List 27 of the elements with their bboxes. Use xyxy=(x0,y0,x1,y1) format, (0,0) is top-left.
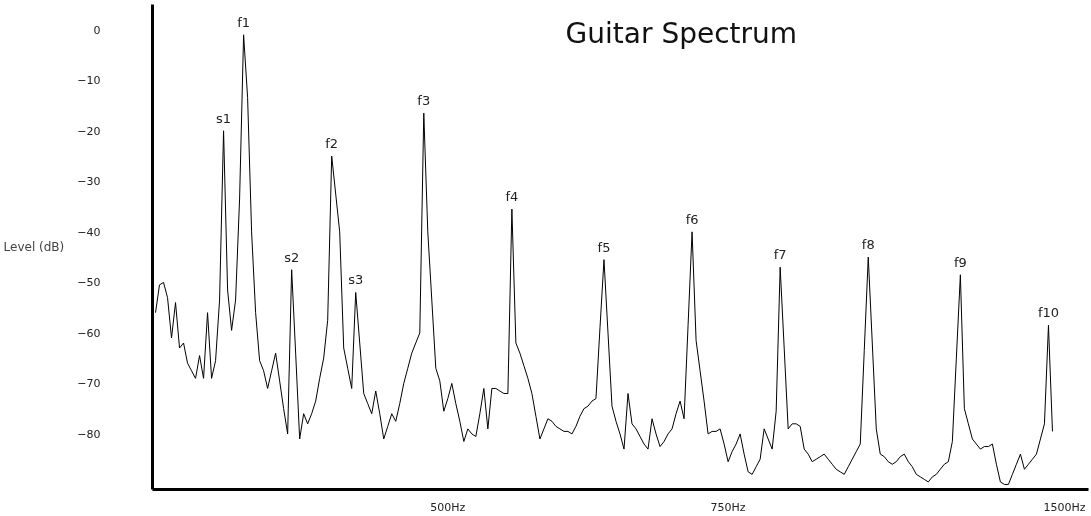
annotation: s3 xyxy=(348,272,364,288)
y-tick-label: 0 xyxy=(93,23,101,37)
x-tick-label: 1500Hz xyxy=(1043,500,1086,514)
annotation: f6 xyxy=(685,211,699,227)
annotation: f10 xyxy=(1037,305,1060,321)
y-tick-label: −60 xyxy=(77,326,101,340)
y-tick-label: −20 xyxy=(77,124,101,138)
x-tick-label: 750Hz xyxy=(710,500,746,514)
y-tick-label: −50 xyxy=(77,276,101,290)
y-tick-label: −80 xyxy=(77,427,101,441)
text: Guitar Spectrum xyxy=(565,17,798,51)
annotation: f7 xyxy=(773,247,787,263)
y-tick-label: −10 xyxy=(77,74,101,88)
y-tick-label: −30 xyxy=(77,175,101,189)
annotation: f1 xyxy=(237,14,251,30)
y-tick-label: −40 xyxy=(77,225,101,239)
x-tick-label: 500Hz xyxy=(430,500,466,514)
y-tick-label: −70 xyxy=(77,377,101,391)
annotation: f5 xyxy=(597,239,611,255)
annotation: s1 xyxy=(216,110,232,126)
y-axis-title: Level (dB) xyxy=(3,240,65,254)
annotation: f2 xyxy=(325,136,339,152)
annotation: s2 xyxy=(284,249,300,265)
annotation: f8 xyxy=(861,237,875,253)
annotation: f4 xyxy=(505,189,519,205)
annotation: f9 xyxy=(953,254,967,270)
annotation: f3 xyxy=(417,93,431,109)
